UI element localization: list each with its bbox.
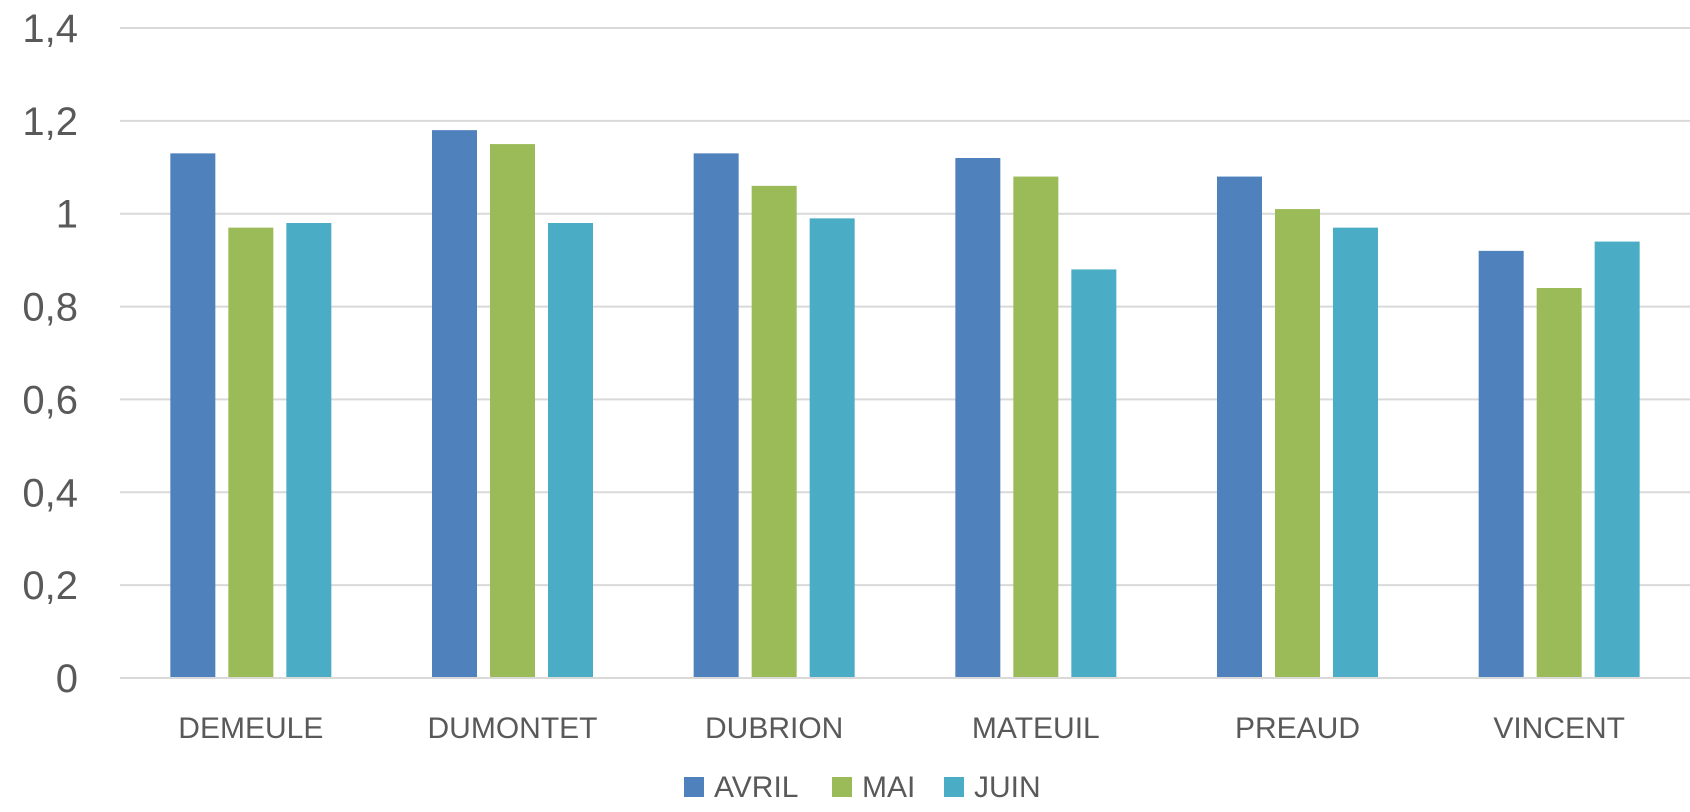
y-tick-label: 0,4 <box>22 471 78 515</box>
x-axis-tick-labels: DEMEULE DUMONTET DUBRION MATEUIL PREAUD VINCE… <box>178 712 1625 745</box>
y-tick-label: 1,4 <box>22 7 78 51</box>
y-tick-label: 0,8 <box>22 286 78 330</box>
x-tick-label: MATEUIL <box>972 712 1100 745</box>
bar-juin-vincent <box>1594 241 1640 679</box>
legend-item-mai[interactable]: MAI <box>832 771 915 804</box>
x-tick-label: VINCENT <box>1493 712 1625 745</box>
legend-item-juin[interactable]: JUIN <box>944 771 1041 804</box>
bar-avril-demeule <box>170 153 216 678</box>
legend-swatch <box>832 777 852 797</box>
y-tick-label: 1 <box>56 193 78 237</box>
bar-mai-dubrion <box>751 185 797 678</box>
bar-juin-demeule <box>286 223 332 678</box>
y-tick-label: 0,6 <box>22 378 78 422</box>
bars <box>170 130 1640 679</box>
y-tick-label: 1,2 <box>22 100 78 144</box>
x-tick-label: DUMONTET <box>428 712 598 745</box>
legend-item-avril[interactable]: AVRIL <box>684 771 798 804</box>
x-tick-label: DUBRION <box>705 712 843 745</box>
legend-swatch <box>684 777 704 797</box>
legend-label: AVRIL <box>714 771 798 804</box>
bar-juin-dumontet <box>548 223 593 678</box>
bar-avril-vincent <box>1478 250 1524 678</box>
bar-mai-mateuil <box>1013 176 1059 679</box>
bar-avril-mateuil <box>955 158 1001 678</box>
legend-label: MAI <box>862 771 915 804</box>
bar-avril-dubrion <box>693 153 739 678</box>
bar-avril-dumontet <box>432 130 477 679</box>
gridlines <box>120 27 1690 587</box>
bar-mai-preaud <box>1275 209 1320 679</box>
bar-mai-dumontet <box>490 144 535 679</box>
bar-juin-mateuil <box>1071 269 1117 678</box>
y-tick-label: 0 <box>56 657 78 701</box>
x-tick-label: PREAUD <box>1235 712 1360 745</box>
legend-label: JUIN <box>974 771 1041 804</box>
bar-mai-demeule <box>228 227 274 678</box>
bar-avril-preaud <box>1217 176 1262 679</box>
x-tick-label: DEMEULE <box>178 712 323 745</box>
y-tick-label: 0,2 <box>22 564 78 608</box>
legend-swatch <box>944 777 964 797</box>
bar-juin-dubrion <box>809 218 855 678</box>
bar-mai-vincent <box>1536 288 1582 678</box>
legend[interactable]: AVRIL MAI JUIN <box>684 771 1041 804</box>
y-axis-tick-labels: 0 0,2 0,4 0,6 0,8 1 1,2 1,4 <box>22 7 78 701</box>
bar-juin-preaud <box>1333 227 1378 678</box>
